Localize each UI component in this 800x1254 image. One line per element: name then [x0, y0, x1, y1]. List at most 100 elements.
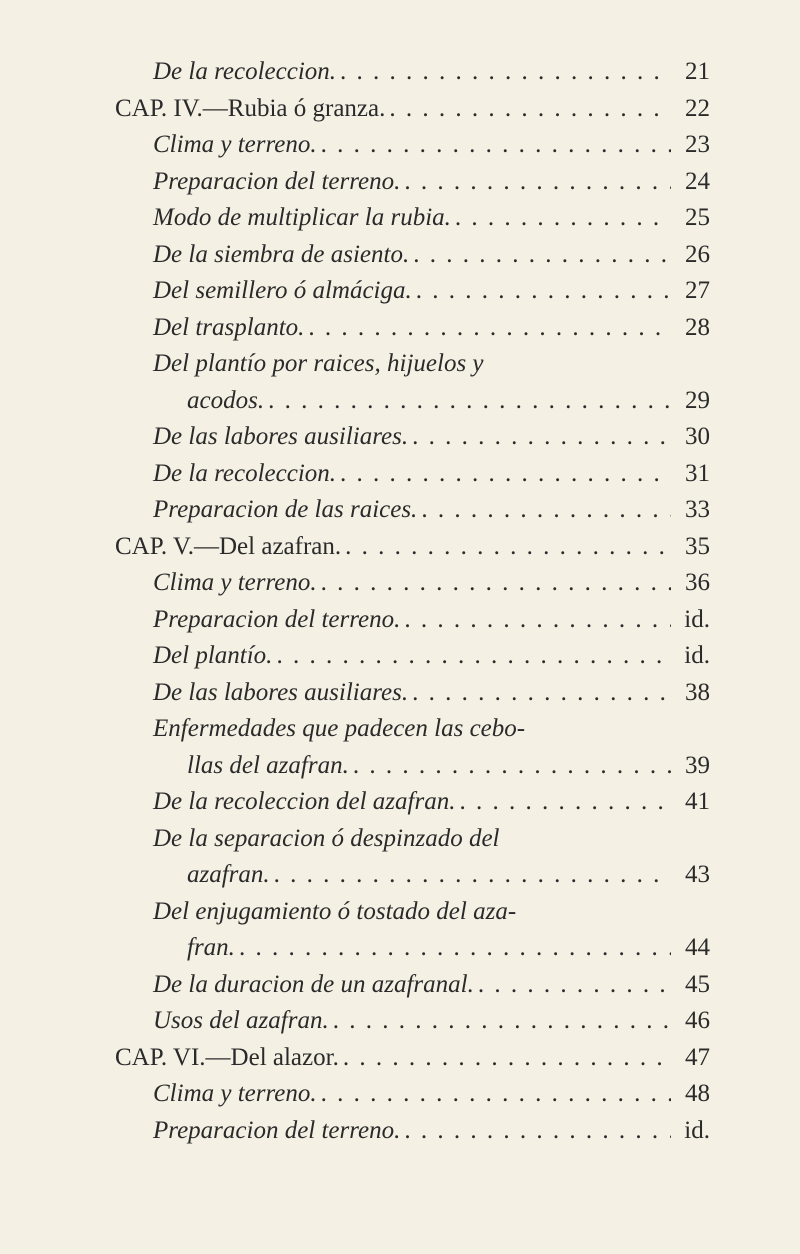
toc-entry-text: Enfermedades que padecen las cebo-	[153, 712, 525, 747]
toc-entry-text: fran.	[187, 931, 235, 966]
toc-entry-text: Del plantío por raices, hijuelos y	[153, 347, 484, 382]
toc-entry: CAP. IV.—Rubia ó granza. 22	[115, 92, 710, 127]
toc-entry-text: De las labores ausiliares.	[153, 420, 408, 455]
page-number: 33	[675, 493, 710, 528]
leader-dots	[321, 1077, 671, 1112]
page-number: 25	[675, 201, 710, 236]
toc-entry: De la recoleccion. 21	[115, 55, 710, 90]
leader-dots	[333, 1004, 671, 1039]
leader-dots	[416, 274, 671, 309]
toc-entry: Clima y terreno. 36	[115, 566, 710, 601]
toc-entry: Preparacion del terreno. id.	[115, 603, 710, 638]
toc-entry: De la siembra de asiento. 26	[115, 238, 710, 273]
page-number: 35	[675, 530, 710, 565]
toc-entry-text: De la recoleccion.	[153, 55, 336, 90]
page-number: 47	[675, 1041, 710, 1076]
toc-entry: Preparacion de las raices. 33	[115, 493, 710, 528]
toc-entry-text: Del enjugamiento ó tostado del aza-	[153, 895, 516, 930]
page-number: 36	[675, 566, 710, 601]
toc-entry-text: Usos del azafran.	[153, 1004, 329, 1039]
toc-entry: Del plantío por raices, hijuelos y	[115, 347, 710, 382]
page-number: 31	[675, 457, 710, 492]
toc-entry: Preparacion del terreno.id.	[115, 1114, 710, 1149]
toc-entry: acodos. 29	[115, 384, 710, 419]
page-number: 28	[675, 311, 710, 346]
toc-entry: CAP. VI.—Del alazor. 47	[115, 1041, 710, 1076]
toc-entry: Del enjugamiento ó tostado del aza-	[115, 895, 710, 930]
leader-dots	[321, 566, 671, 601]
toc-entry-text: De las labores ausiliares.	[153, 676, 408, 711]
toc-entry: llas del azafran.39	[115, 749, 710, 784]
toc-entry: azafran.43	[115, 858, 710, 893]
page-number: 29	[675, 384, 710, 419]
toc-entry: fran. 44	[115, 931, 710, 966]
toc-entry-text: De la siembra de asiento.	[153, 238, 409, 273]
leader-dots	[412, 676, 671, 711]
toc-entry-text: De la duracion de un azafranal.	[153, 968, 474, 1003]
toc-entry: Preparacion del terreno.24	[115, 165, 710, 200]
toc-entry-text: CAP. IV.—Rubia ó granza.	[115, 92, 385, 127]
toc-entry: Del plantío. id.	[115, 639, 710, 674]
toc-entry: De la recoleccion. 31	[115, 457, 710, 492]
page-number: 46	[675, 1004, 710, 1039]
page-number: 24	[675, 165, 710, 200]
toc-entry: Usos del azafran. 46	[115, 1004, 710, 1039]
chapter-prefix: CAP. IV.	[115, 95, 203, 122]
page-number: 43	[675, 858, 710, 893]
leader-dots	[340, 457, 671, 492]
toc-entry-text: De la recoleccion del azafran.	[153, 785, 455, 820]
page-number: 26	[675, 238, 710, 273]
toc-entry-text: CAP. VI.—Del alazor.	[115, 1041, 339, 1076]
toc-entry-text: acodos.	[187, 384, 264, 419]
leader-dots	[308, 311, 671, 346]
leader-dots	[340, 55, 671, 90]
toc-entry: Del semillero ó almáciga.27	[115, 274, 710, 309]
page-number: 21	[675, 55, 710, 90]
leader-dots	[389, 92, 671, 127]
toc-entry-text: Preparacion del terreno.	[153, 1114, 400, 1149]
page-number: 23	[675, 128, 710, 163]
toc-entry-text: Del semillero ó almáciga.	[153, 274, 412, 309]
table-of-contents: De la recoleccion.21CAP. IV.—Rubia ó gra…	[115, 55, 710, 1148]
toc-entry-text: De la separacion ó despinzado del	[153, 822, 499, 857]
toc-entry-text: CAP. V.—Del azafran.	[115, 530, 341, 565]
toc-entry-text: Del trasplanto.	[153, 311, 304, 346]
toc-entry: De la duracion de un azafranal.45	[115, 968, 710, 1003]
toc-entry-text: Clima y terreno.	[153, 566, 317, 601]
toc-entry: Modo de multiplicar la rubia. 25	[115, 201, 710, 236]
toc-entry: De las labores ausiliares.30	[115, 420, 710, 455]
toc-entry: Del trasplanto. 28	[115, 311, 710, 346]
page-number: 41	[675, 785, 710, 820]
toc-entry: De la separacion ó despinzado del	[115, 822, 710, 857]
toc-entry-text: Preparacion del terreno.	[153, 603, 400, 638]
leader-dots	[421, 493, 671, 528]
toc-entry-text: Clima y terreno.	[153, 128, 317, 163]
toc-entry: De la recoleccion del azafran. 41	[115, 785, 710, 820]
leader-dots	[455, 201, 671, 236]
page-number: id.	[675, 639, 710, 674]
toc-entry: Clima y terreno. 23	[115, 128, 710, 163]
leader-dots	[412, 420, 671, 455]
page-number: 44	[675, 931, 710, 966]
toc-entry-text: De la recoleccion.	[153, 457, 336, 492]
chapter-prefix: CAP. VI.	[115, 1044, 206, 1071]
toc-entry-text: Del plantío.	[153, 639, 272, 674]
toc-entry-text: Clima y terreno.	[153, 1077, 317, 1112]
leader-dots	[239, 931, 671, 966]
page-number: id.	[675, 603, 710, 638]
leader-dots	[353, 749, 671, 784]
leader-dots	[404, 165, 671, 200]
toc-entry-text: Preparacion de las raices.	[153, 493, 417, 528]
leader-dots	[321, 128, 671, 163]
page-number: 22	[675, 92, 710, 127]
page-number: 38	[675, 676, 710, 711]
leader-dots	[343, 1041, 671, 1076]
leader-dots	[404, 603, 671, 638]
toc-entry-text: Modo de multiplicar la rubia.	[153, 201, 451, 236]
leader-dots	[268, 384, 671, 419]
leader-dots	[413, 238, 671, 273]
leader-dots	[345, 530, 671, 565]
page-number: 39	[675, 749, 710, 784]
leader-dots	[404, 1114, 671, 1149]
toc-entry: CAP. V.—Del azafran. 35	[115, 530, 710, 565]
